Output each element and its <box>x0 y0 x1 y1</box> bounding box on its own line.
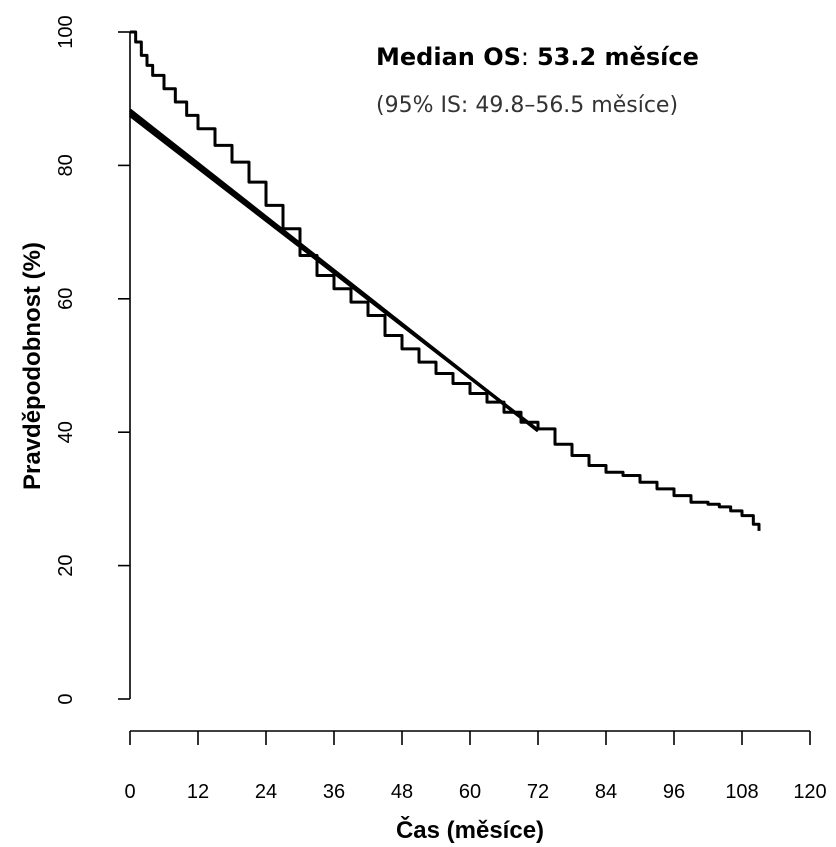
y-tick-label: 0 <box>55 693 77 704</box>
median-os-label: Median OS <box>376 43 521 71</box>
y-tick-label: 20 <box>55 554 77 576</box>
x-tick-label: 36 <box>323 781 345 803</box>
y-tick-label: 100 <box>55 15 77 48</box>
y-tick-label: 60 <box>55 288 77 310</box>
x-tick-label: 48 <box>391 781 413 803</box>
median-os-annotation: Median OS: 53.2 měsíce <box>376 43 699 71</box>
x-tick-label: 72 <box>527 781 549 803</box>
x-axis: 0 12 24 36 48 60 72 84 96 108 120 <box>124 730 827 803</box>
y-axis: 0 20 40 60 80 100 <box>55 15 131 705</box>
x-axis-title: Čas (měsíce) <box>396 816 544 844</box>
y-tick-label: 80 <box>55 154 77 176</box>
survival-curve <box>130 30 761 531</box>
plot-area <box>129 30 761 531</box>
x-tick-label: 108 <box>725 781 758 803</box>
median-os-value: 53.2 měsíce <box>537 43 699 71</box>
median-os-ci: (95% IS: 49.8–56.5 měsíce) <box>376 93 678 118</box>
x-tick-label: 24 <box>255 781 277 803</box>
x-tick-label: 0 <box>124 781 135 803</box>
median-os-separator: : <box>521 43 529 71</box>
x-tick-label: 84 <box>595 781 617 803</box>
fitted-line-3 <box>129 114 539 432</box>
x-tick-label: 60 <box>459 781 481 803</box>
x-tick-label: 120 <box>793 781 826 803</box>
y-axis-title: Pravděpodobnost (%) <box>19 242 46 490</box>
x-tick-label: 96 <box>663 781 685 803</box>
y-tick-label: 40 <box>55 421 77 443</box>
x-tick-label: 12 <box>187 781 209 803</box>
